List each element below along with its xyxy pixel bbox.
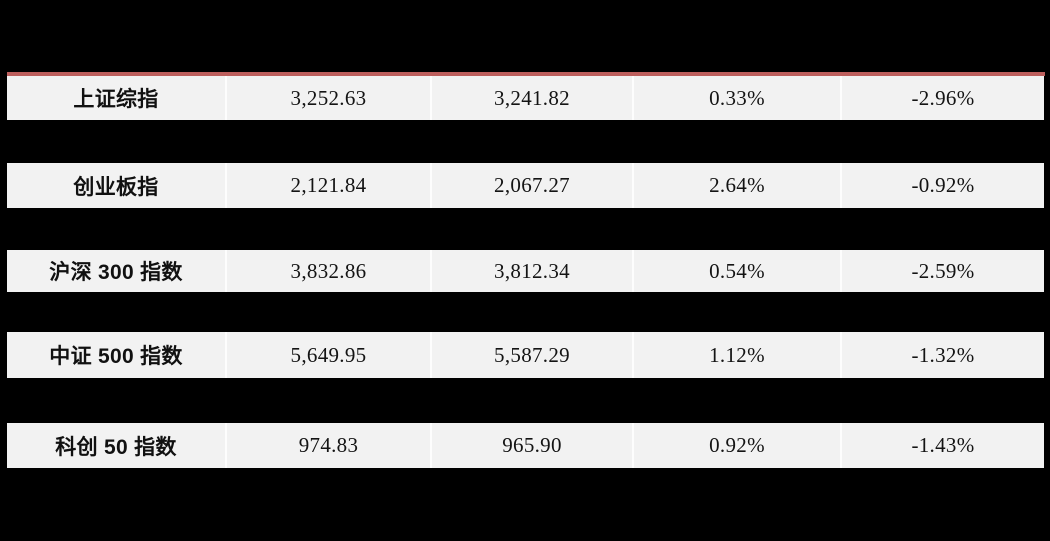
value-cell: 2,067.27	[430, 163, 632, 208]
index-name-cell: 创业板指	[73, 175, 159, 199]
value-cell: -2.96%	[840, 76, 1044, 120]
value-cell: 5,587.29	[430, 332, 632, 378]
table-row: 科创 50 指数 974.83 965.90 0.92% -1.43%	[7, 423, 1044, 468]
value-cell: 974.83	[225, 423, 430, 468]
index-name-cell: 科创 50 指数	[55, 435, 177, 459]
value-cell: 2,121.84	[225, 163, 430, 208]
value-cell: 5,649.95	[225, 332, 430, 378]
table-row: 沪深 300 指数 3,832.86 3,812.34 0.54% -2.59%	[7, 250, 1044, 292]
table-row: 中证 500 指数 5,649.95 5,587.29 1.12% -1.32%	[7, 332, 1044, 378]
table-row: 上证综指 3,252.63 3,241.82 0.33% -2.96%	[7, 76, 1044, 120]
value-cell: -1.32%	[840, 332, 1044, 378]
value-cell: -1.43%	[840, 423, 1044, 468]
value-cell: -2.59%	[840, 250, 1044, 292]
value-cell: 0.33%	[632, 76, 840, 120]
index-name-cell: 沪深 300 指数	[49, 261, 183, 284]
value-cell: 3,812.34	[430, 250, 632, 292]
value-cell: 965.90	[430, 423, 632, 468]
value-cell: 1.12%	[632, 332, 840, 378]
value-cell: 3,241.82	[430, 76, 632, 120]
value-cell: 0.54%	[632, 250, 840, 292]
value-cell: 3,252.63	[225, 76, 430, 120]
value-cell: 2.64%	[632, 163, 840, 208]
index-name-cell: 上证综指	[73, 88, 159, 111]
table-row: 创业板指 2,121.84 2,067.27 2.64% -0.92%	[7, 163, 1044, 208]
table-top-divider	[7, 72, 1045, 76]
value-cell: -0.92%	[840, 163, 1044, 208]
value-cell: 0.92%	[632, 423, 840, 468]
value-cell: 3,832.86	[225, 250, 430, 292]
index-name-cell: 中证 500 指数	[49, 345, 183, 368]
